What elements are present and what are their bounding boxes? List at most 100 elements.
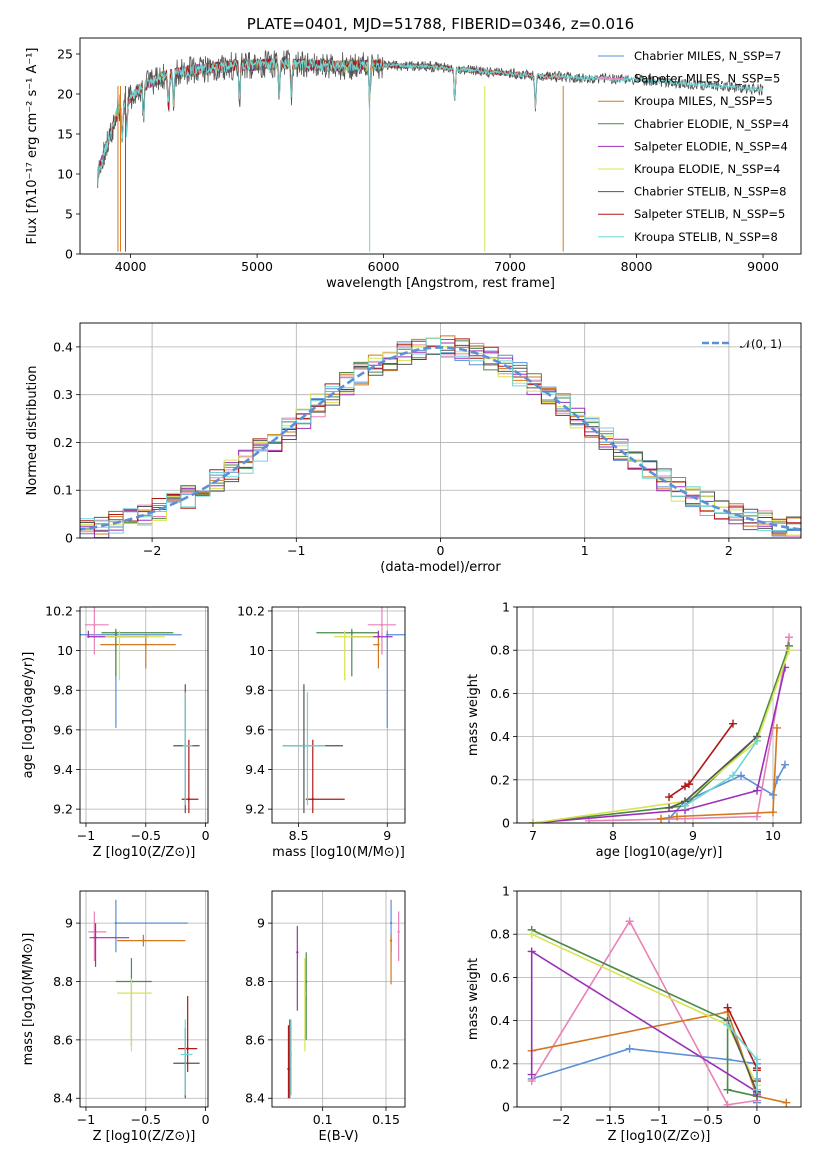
y-tick-label: 0.6 [490,686,510,701]
data-point [343,635,346,638]
weight-line-4 [532,667,786,823]
age-vs-metallicity-panel: −1 −0.5 0 9.2 9.4 9.6 9.8 10 10.2 Z [log10(Z/Z⊙)]… [21,603,210,860]
x-axis-label: mass [log10(M/M⊙)] [272,845,405,860]
gaussian-curve [80,346,801,531]
x-tick-label: 10 [765,828,781,843]
y-tick-label: 0 [502,816,510,831]
plot-area [287,899,400,1099]
x-tick-label: −0.5 [693,1112,723,1127]
plus-marker [723,1100,732,1107]
y-tick-label: 9.4 [53,762,73,777]
data-point [186,1047,189,1050]
y-tick-label: 0 [65,247,73,262]
x-tick-label: 0.15 [372,1112,400,1127]
y-tick-label: 0.4 [490,729,510,744]
x-axis-label: age [log10(age/yr)] [596,845,723,860]
x-tick-label: 0 [202,828,210,843]
y-tick-label: 9.8 [53,683,73,698]
plot-area [529,633,793,823]
data-point [303,991,307,995]
data-point [118,635,121,638]
data-point [389,921,393,925]
plus-marker [753,812,761,821]
y-tick-label: 0.2 [490,772,510,787]
x-axis-label: Z [log10(Z/Z⊙)] [93,845,196,860]
y-tick-label: 1 [502,600,510,615]
y-tick-label: 10 [57,643,73,658]
x-tick-label: 5000 [241,259,273,274]
plus-marker [773,723,781,732]
plus-marker [785,633,793,642]
x-tick-label: −1 [77,1112,95,1127]
axes-frame [79,322,802,539]
x-axis-label: (data-model)/error [380,560,501,575]
y-tick-label: 9 [257,916,265,931]
data-point [130,991,133,995]
y-axis-label: mass weight [466,958,481,1040]
legend-label-8: Kroupa STELIB, N_SSP=8 [634,230,778,244]
axes-frame [271,890,406,1108]
weight-line-0 [668,764,786,820]
plus-marker [729,719,737,728]
data-point [377,635,380,638]
y-tick-label: 10.2 [45,603,73,618]
data-point [377,643,380,646]
plus-marker [752,1085,761,1094]
x-tick-label: −1 [650,1112,668,1127]
y-tick-label: 0 [502,1100,510,1115]
plus-marker [723,1085,732,1094]
x-tick-label: 9000 [747,259,779,274]
data-point [114,921,118,925]
mass-vs-metallicity-panel: −1 −0.5 0 8.4 8.6 8.8 9 Z [log10(Z/Z⊙)] mass [lo… [21,890,210,1144]
legend-label-1: Salpeter MILES, N_SSP=5 [634,72,780,86]
y-tick-label: 15 [57,127,73,142]
data-point [350,631,353,634]
weight-line-0 [531,1047,758,1103]
x-tick-label: 8.5 [289,828,309,843]
y-tick-label: 8.6 [245,1032,265,1047]
plus-marker [527,1070,536,1079]
x-tick-label: 7000 [494,259,526,274]
x-tick-label: 7 [529,828,537,843]
plus-marker [673,812,681,821]
spectrum-line-8 [97,57,764,180]
plus-marker [527,930,536,939]
plus-marker [729,771,737,780]
y-tick-label: 0.6 [490,970,510,985]
y-tick-label: 9.8 [245,683,265,698]
x-tick-label: 8000 [621,259,653,274]
legend-label-6: Chabrier STELIB, N_SSP=8 [634,185,786,199]
plus-marker [665,803,673,812]
x-tick-label: −0.5 [131,1112,161,1127]
y-tick-label: 0.2 [53,435,73,450]
weight-line-2 [660,727,778,820]
data-point [142,939,145,942]
x-tick-label: 0 [437,543,445,558]
plus-marker [781,760,789,769]
weight-line-1 [588,637,790,822]
legend-label-7: Salpeter STELIB, N_SSP=5 [634,207,785,221]
axes-frame [516,606,802,824]
y-tick-label: 20 [57,87,73,102]
y-tick-label: 9.2 [53,802,73,817]
x-axis-label: Z [log10(Z/Z⊙)] [608,1129,711,1144]
data-point [296,951,299,954]
y-axis-label: Normed distribution [25,366,40,496]
y-tick-label: 1 [502,884,510,899]
plus-marker [723,1020,732,1029]
mass-vs-ebv-panel: 0.1 0.15 8.4 8.6 8.8 9 E(B-V) [245,890,406,1144]
plus-marker [529,819,537,823]
y-tick-label: 5 [65,207,73,222]
y-axis-label: mass weight [466,674,481,756]
plus-marker [625,917,634,926]
weight-line-1 [531,919,758,1106]
y-tick-label: 0.4 [53,339,73,354]
axes-frame [516,890,802,1108]
plot-area [282,607,405,814]
weight-line-5 [531,933,758,1086]
x-tick-label: −1 [287,543,305,558]
y-tick-label: 10 [249,643,265,658]
plus-marker [681,801,689,810]
data-point [187,798,191,801]
